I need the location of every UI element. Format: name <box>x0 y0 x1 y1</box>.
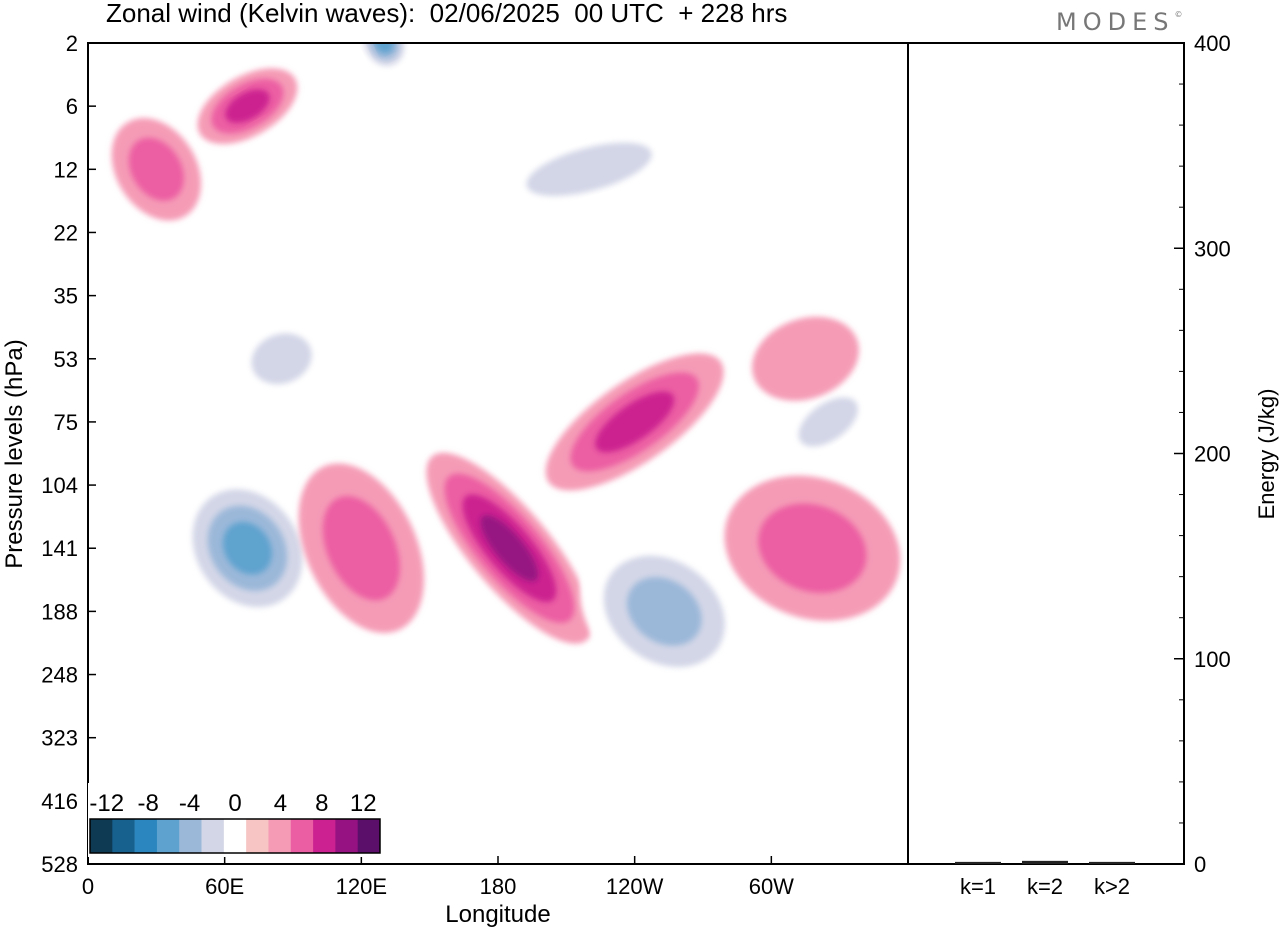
colorbar-swatch <box>313 819 336 853</box>
y-tick-label: 141 <box>41 536 78 561</box>
energy-category-label: k=1 <box>960 874 996 899</box>
wind-feature <box>232 317 331 401</box>
wind-contour <box>626 577 702 646</box>
y-axis-label: Pressure levels (hPa) <box>1 339 28 568</box>
wind-contour <box>222 522 272 575</box>
y-tick-label: 104 <box>41 473 78 498</box>
wind-feature <box>358 43 411 73</box>
y-tick-label: 188 <box>41 599 78 624</box>
colorbar-swatch <box>290 819 314 853</box>
x-tick-label: 180 <box>480 874 517 899</box>
energy-frame <box>907 42 1185 865</box>
colorbar-swatch <box>156 819 180 853</box>
colorbar-swatch <box>179 819 202 853</box>
energy-category-label: k>2 <box>1094 874 1130 899</box>
y-tick-label: 323 <box>41 726 78 751</box>
wind-feature <box>197 68 298 144</box>
colorbar-swatch <box>335 819 358 853</box>
colorbar-swatch <box>268 819 292 853</box>
y-tick-label: 35 <box>54 284 78 309</box>
y-tick-label: 248 <box>41 663 78 688</box>
colorbar-swatch <box>90 819 113 853</box>
wind-contour <box>375 43 394 54</box>
x-tick-label: 60E <box>205 874 244 899</box>
wind-contour <box>225 89 270 123</box>
y-tick-label: 75 <box>54 410 78 435</box>
colorbar-label: -4 <box>179 790 200 817</box>
colorbar-swatch <box>357 819 381 853</box>
y-tick-label: 53 <box>54 347 78 372</box>
heatmap-axes: 0 60E 120E 180 120W 60W 2 6 12 22 35 53 75 104 141 188 2… <box>41 31 794 899</box>
x-axis-label: Longitude <box>445 901 550 928</box>
x-tick-label: 0 <box>82 874 94 899</box>
energy-y-tick-label: 300 <box>1194 236 1231 261</box>
wind-contour <box>128 137 184 201</box>
colorbar-swatch <box>246 819 269 853</box>
energy-bar <box>1089 861 1135 864</box>
wind-feature <box>752 316 859 401</box>
colorbar-swatch <box>112 819 135 853</box>
wind-contour <box>369 43 399 60</box>
wind-feature <box>487 125 691 213</box>
colorbar-swatch <box>223 819 247 853</box>
wind-feature <box>580 534 749 689</box>
wind-feature <box>298 463 425 634</box>
y-tick-label: 416 <box>41 789 78 814</box>
y-tick-label: 22 <box>54 220 78 245</box>
y-tick-label: 2 <box>66 31 78 56</box>
energy-category-label: k=2 <box>1027 874 1063 899</box>
x-tick-label: 120E <box>336 874 387 899</box>
energy-axis-label: Energy (J/kg) <box>1254 389 1279 520</box>
energy-y-tick-label: 400 <box>1194 31 1231 56</box>
energy-y-tick-label: 0 <box>1194 852 1206 877</box>
colorbar-outline <box>89 818 381 854</box>
wind-feature <box>426 452 593 644</box>
energy-bar <box>955 861 1001 864</box>
colorbar-label: 12 <box>350 790 377 817</box>
wind-field <box>111 43 901 689</box>
colorbar-swatch <box>134 819 158 853</box>
x-tick-label: 60W <box>749 874 794 899</box>
logo-text: MODES <box>1056 8 1175 36</box>
wind-feature <box>545 353 724 491</box>
wind-contour <box>758 503 867 593</box>
x-tick-label: 120W <box>606 874 664 899</box>
energy-y-tick-label: 200 <box>1194 442 1231 467</box>
colorbar-label: -12 <box>89 790 124 817</box>
wind-contour <box>480 515 539 582</box>
colorbar-label: -8 <box>137 790 158 817</box>
energy-chart: 0 100 200 300 400 k=1 k=2 k>2 <box>955 31 1231 899</box>
wind-feature <box>111 118 202 221</box>
chart-title: Zonal wind (Kelvin waves): 02/06/2025 00… <box>106 0 788 28</box>
colorbar-label: 8 <box>315 790 328 817</box>
wind-contour <box>251 333 312 385</box>
wind-contour <box>798 397 858 447</box>
colorbar: -12 -8 -4 0 4 8 12 <box>88 783 384 857</box>
colorbar-label: 4 <box>274 790 287 817</box>
colorbar-label: 0 <box>228 790 241 817</box>
wind-feature <box>177 472 318 624</box>
wind-feature <box>780 381 877 462</box>
wind-contour <box>526 142 652 197</box>
energy-bar <box>1022 860 1068 864</box>
y-tick-label: 528 <box>41 852 78 877</box>
wind-contour <box>595 391 675 453</box>
wind-contour <box>322 496 400 601</box>
colorbar-swatch <box>201 819 225 853</box>
y-tick-label: 6 <box>66 94 78 119</box>
modes-logo: MODES© <box>1056 8 1182 36</box>
wind-feature <box>724 475 901 621</box>
energy-y-tick-label: 100 <box>1194 647 1231 672</box>
y-tick-label: 12 <box>54 157 78 182</box>
logo-mark: © <box>1174 10 1183 19</box>
wind-contour <box>752 316 859 401</box>
